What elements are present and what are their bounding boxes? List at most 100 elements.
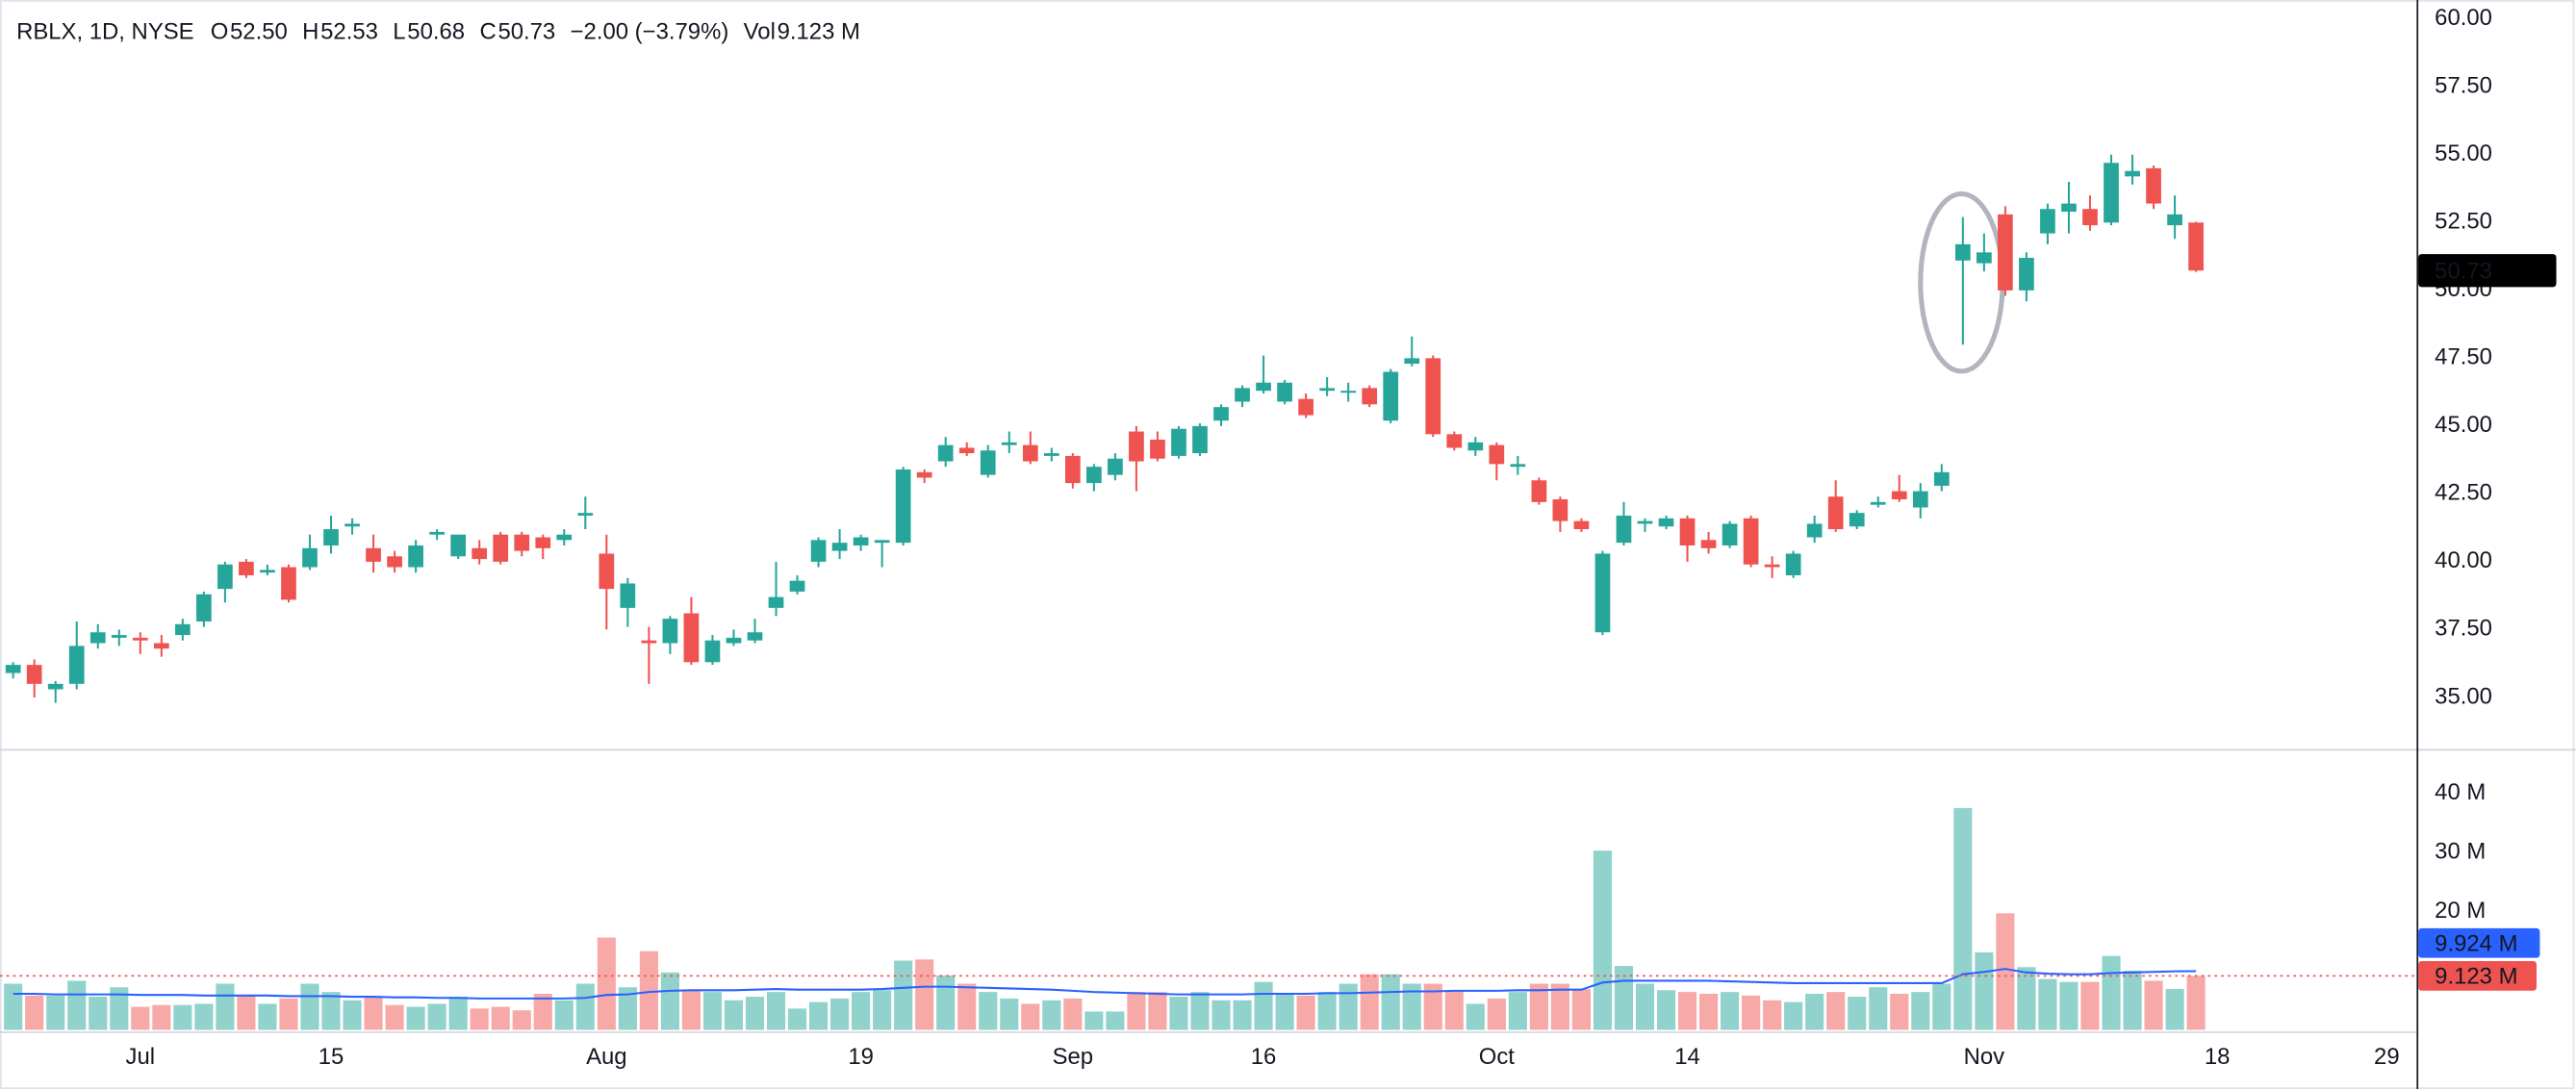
volume-bar — [1106, 1011, 1125, 1030]
candle-body — [1827, 496, 1844, 530]
candle-body — [768, 596, 784, 608]
volume-bar — [681, 990, 701, 1030]
volume-bar — [194, 1003, 214, 1030]
volume-bar — [1444, 990, 1464, 1030]
x-tick-label: 19 — [848, 1044, 874, 1070]
candle-body — [556, 534, 573, 541]
volume-bar — [406, 1006, 425, 1030]
candle-body — [2104, 163, 2119, 223]
volume-bar — [1021, 1003, 1040, 1030]
volume-bar — [1423, 983, 1442, 1030]
volume-bar — [448, 997, 468, 1030]
candle-body — [1510, 464, 1526, 468]
x-tick-label: Sep — [1053, 1044, 1094, 1070]
volume-bar — [1721, 992, 1740, 1030]
volume-bar — [2123, 970, 2142, 1030]
candle-body — [1256, 382, 1271, 392]
volume-bar — [279, 998, 298, 1030]
volume-bar — [597, 937, 616, 1030]
volume-bar — [533, 993, 552, 1030]
volume-bar — [110, 987, 129, 1030]
x-tick-label: Oct — [1479, 1044, 1516, 1070]
candle-body — [1849, 513, 1865, 527]
header-text: 9.123 M — [778, 18, 860, 44]
last-price-label: 50.73 — [2435, 258, 2492, 284]
x-tick-label: 18 — [2205, 1044, 2231, 1070]
volume-bar — [131, 1006, 150, 1030]
volume-bar — [809, 1001, 829, 1030]
candle-body — [1043, 453, 1059, 456]
candle-body — [450, 534, 467, 557]
volume-bar — [1699, 993, 1719, 1030]
volume-bar — [1593, 850, 1613, 1030]
candle-body — [196, 594, 212, 621]
candle-body — [26, 665, 42, 684]
volume-tick-label: 40 M — [2435, 779, 2486, 805]
candle-body — [577, 513, 594, 516]
volume-bar — [216, 983, 235, 1030]
candle-body — [429, 531, 445, 535]
candle-body — [1383, 371, 1399, 421]
y-tick-label: 52.50 — [2435, 209, 2492, 235]
x-tick-label: 16 — [1251, 1044, 1277, 1070]
volume-bar — [1869, 987, 1888, 1030]
candle-body — [514, 534, 530, 551]
volume-bar — [1360, 974, 1379, 1030]
volume-bar — [1042, 1000, 1061, 1030]
y-tick-label: 45.00 — [2435, 412, 2492, 438]
last-volume-box — [2418, 961, 2538, 991]
volume-bar — [873, 990, 892, 1030]
volume-bar — [2080, 981, 2100, 1030]
volume-bar — [1487, 998, 1506, 1030]
candle-body — [1489, 444, 1505, 465]
volume-bar — [1550, 983, 1569, 1030]
volume-ma-line — [13, 968, 2197, 1000]
volume-bar — [2059, 981, 2079, 1030]
candle-body — [831, 543, 848, 551]
candle-body — [153, 643, 169, 649]
header-text: 52.50 — [230, 18, 288, 44]
candle-body — [1064, 455, 1081, 484]
candle-body — [1319, 388, 1335, 392]
candle-body — [895, 469, 911, 544]
candle-body — [1362, 388, 1378, 405]
candle-body — [1086, 467, 1102, 484]
candle-body — [1933, 471, 1950, 486]
candle-body — [1764, 564, 1780, 568]
candle-body — [2061, 203, 2077, 213]
volume-bar — [1784, 1001, 1803, 1030]
candle-body — [853, 537, 869, 545]
candle-body — [1022, 444, 1038, 462]
volume-bar — [766, 992, 786, 1030]
volume-bar — [894, 960, 913, 1030]
candle-body — [641, 640, 657, 644]
candle-body — [2082, 209, 2098, 226]
volume-bar — [258, 1003, 277, 1030]
volume-bar — [1339, 983, 1358, 1030]
x-tick-label: Aug — [586, 1044, 627, 1070]
candle-body — [704, 640, 721, 663]
candle-body — [1192, 425, 1208, 454]
header-text: L — [393, 18, 405, 44]
volume-bar — [1911, 992, 1930, 1030]
volume-bar — [957, 983, 977, 1030]
volume-bar — [660, 972, 679, 1030]
candle-body — [683, 613, 700, 663]
volume-bar — [1084, 1011, 1104, 1030]
volume-bar — [2038, 978, 2057, 1030]
candle-body — [620, 583, 636, 608]
candle-body — [47, 683, 64, 690]
volume-bar — [1296, 995, 1315, 1030]
candle-body — [874, 540, 890, 544]
ma-value-label: 9.924 M — [2435, 930, 2517, 956]
header-text: H — [302, 18, 319, 44]
y-tick-label: 55.00 — [2435, 140, 2492, 166]
candle-body — [1658, 518, 1674, 527]
volume-bar — [1148, 992, 1167, 1030]
volume-bar — [237, 995, 256, 1030]
candle-body — [2167, 214, 2182, 226]
candle-body — [789, 580, 805, 592]
volume-bar — [1635, 983, 1655, 1030]
volume-bar — [830, 998, 850, 1030]
